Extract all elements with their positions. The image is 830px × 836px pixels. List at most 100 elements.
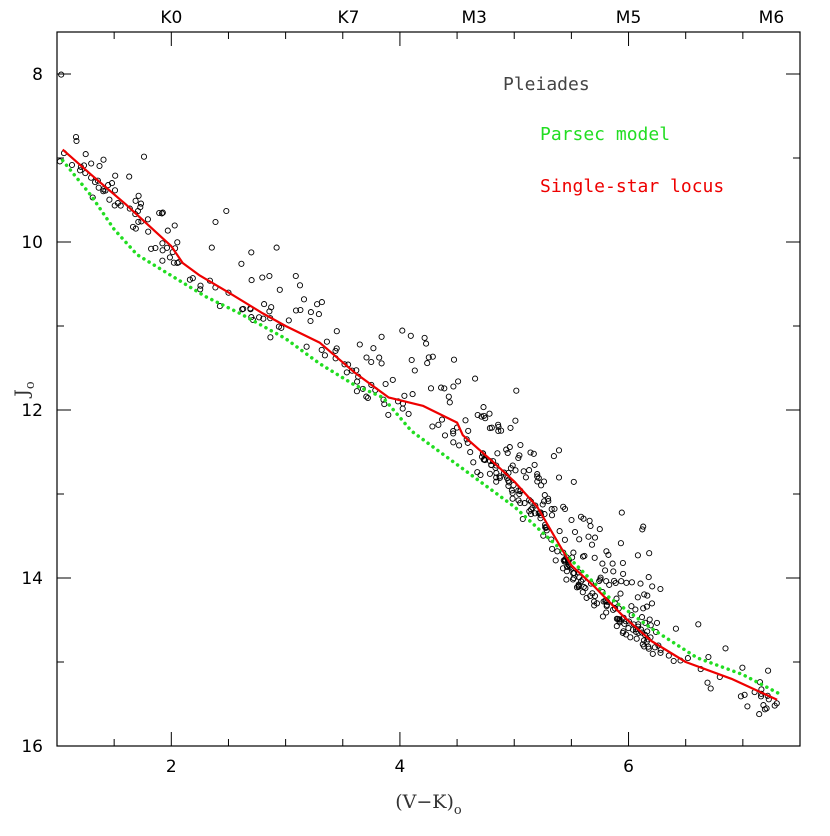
member-point xyxy=(441,385,448,392)
member-point xyxy=(135,218,142,225)
member-point xyxy=(561,505,569,513)
member-point xyxy=(560,557,567,564)
member-point xyxy=(82,151,89,158)
member-point xyxy=(106,196,113,203)
member-point xyxy=(627,634,634,641)
member-point xyxy=(463,436,470,443)
member-point xyxy=(722,645,729,652)
member-point xyxy=(516,490,523,498)
member-point xyxy=(332,347,339,354)
member-point xyxy=(559,565,567,572)
member-point xyxy=(126,205,133,212)
member-point xyxy=(569,576,577,583)
member-point xyxy=(582,585,589,592)
member-point xyxy=(363,354,370,361)
member-point xyxy=(705,653,712,661)
member-point xyxy=(657,585,664,593)
member-point xyxy=(100,156,107,163)
member-point xyxy=(117,202,124,209)
member-point xyxy=(617,540,624,547)
member-point xyxy=(427,385,435,392)
member-point xyxy=(450,383,457,390)
member-point xyxy=(761,706,768,713)
member-point xyxy=(261,301,268,308)
spectral-type-labels: K0 K7 M3 M5 M6 xyxy=(160,8,784,28)
member-point xyxy=(159,240,166,247)
x-tick-label: 6 xyxy=(623,757,634,777)
member-point xyxy=(68,161,76,169)
member-point xyxy=(363,393,370,400)
member-point xyxy=(506,444,513,451)
member-point xyxy=(549,545,556,552)
member-point xyxy=(174,239,181,246)
member-point xyxy=(278,324,285,331)
member-point xyxy=(208,244,215,251)
member-point xyxy=(505,477,512,484)
member-point xyxy=(490,458,497,465)
member-point xyxy=(640,605,647,612)
member-point xyxy=(704,679,711,686)
member-point xyxy=(481,457,488,464)
member-point xyxy=(446,399,453,406)
member-point xyxy=(238,260,245,267)
member-point xyxy=(657,649,664,656)
member-point xyxy=(651,644,658,651)
member-point xyxy=(512,467,519,474)
member-point xyxy=(300,296,308,303)
member-point xyxy=(409,391,416,398)
spectral-type-k7: K7 xyxy=(338,8,360,28)
member-point xyxy=(556,528,563,535)
member-point xyxy=(108,180,116,187)
member-point xyxy=(645,574,652,581)
member-point xyxy=(519,515,526,523)
member-point xyxy=(368,358,375,366)
member-point xyxy=(580,583,587,590)
member-point xyxy=(266,272,273,280)
member-point xyxy=(292,272,299,280)
member-point xyxy=(465,427,472,434)
member-point xyxy=(486,410,493,417)
member-point xyxy=(462,417,469,424)
member-point xyxy=(303,343,310,350)
member-point xyxy=(145,228,152,235)
member-point xyxy=(240,305,247,312)
member-point xyxy=(505,482,512,489)
y-tick-label: 14 xyxy=(21,569,43,589)
member-point xyxy=(587,522,594,530)
member-point xyxy=(111,187,119,194)
legend-single-star-locus: Single-star locus xyxy=(540,176,724,197)
model-lines xyxy=(60,148,785,701)
member-point xyxy=(570,549,577,556)
member-point xyxy=(389,376,396,383)
member-point xyxy=(495,421,502,428)
scatter-points xyxy=(56,71,780,718)
member-point xyxy=(341,361,348,368)
spectral-type-k0: K0 xyxy=(160,8,182,28)
member-point xyxy=(739,664,746,671)
member-point xyxy=(323,338,330,345)
member-point xyxy=(94,177,101,184)
member-point xyxy=(467,449,474,456)
member-point xyxy=(586,517,593,524)
y-axis-title: Jo xyxy=(11,381,38,399)
member-point xyxy=(563,576,570,583)
member-point xyxy=(292,307,300,314)
member-point xyxy=(541,492,548,499)
member-point xyxy=(503,446,510,453)
member-point xyxy=(223,207,230,215)
member-point xyxy=(507,424,514,431)
member-point xyxy=(382,380,389,388)
member-point xyxy=(634,594,641,601)
member-point xyxy=(435,421,442,428)
member-point xyxy=(411,367,418,374)
member-point xyxy=(522,474,529,481)
member-point xyxy=(256,314,263,321)
member-point xyxy=(477,471,484,479)
member-point xyxy=(137,204,144,211)
member-point xyxy=(575,581,582,588)
member-point xyxy=(212,218,219,226)
member-point xyxy=(609,560,616,567)
member-point xyxy=(166,254,173,261)
member-point xyxy=(603,578,610,585)
member-point xyxy=(526,508,533,515)
